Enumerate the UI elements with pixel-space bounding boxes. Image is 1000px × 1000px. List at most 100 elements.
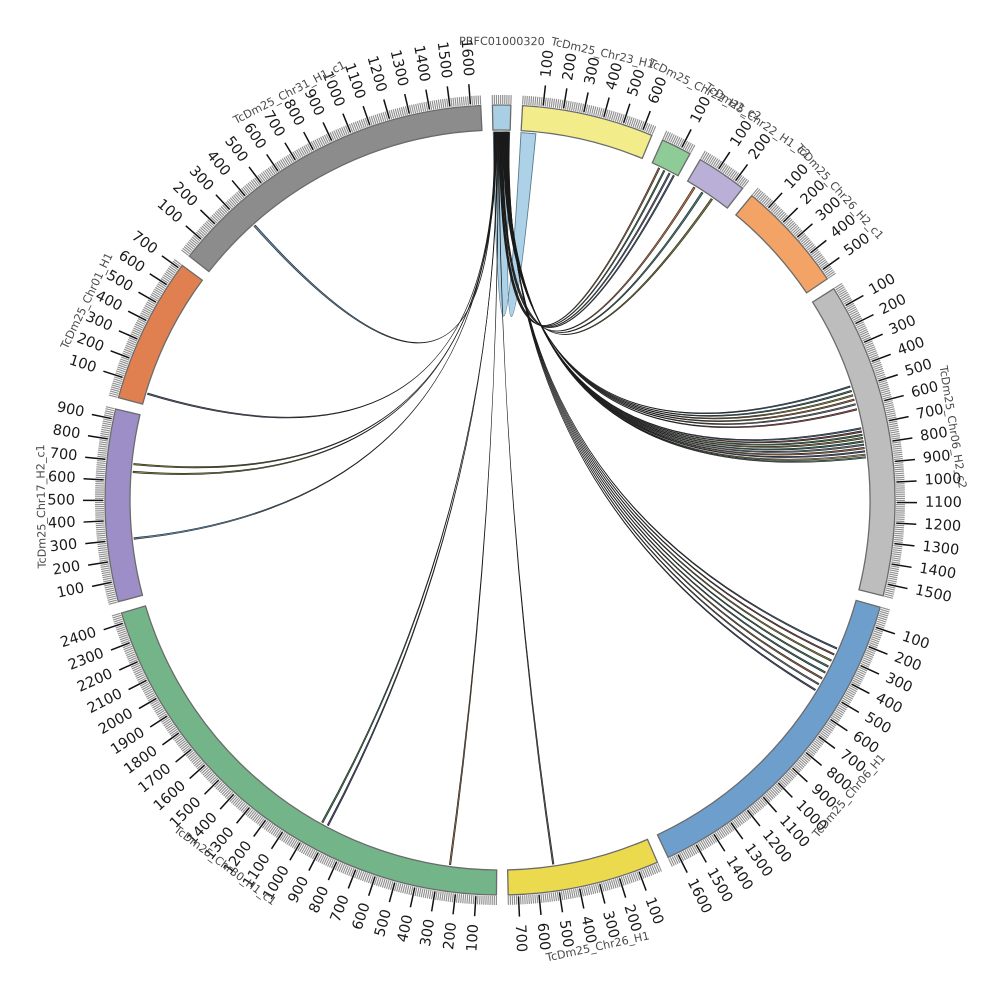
tick-label: 700 [915,402,945,423]
minor-tick [398,883,402,893]
minor-tick [106,595,116,599]
tick-label: 300 [599,909,621,940]
tick-label: 100 [900,629,931,653]
tick-label: 300 [418,918,438,948]
minor-tick [790,225,799,233]
link-ribbon [499,131,666,327]
minor-tick [376,113,381,123]
tick-label: 100 [866,271,898,299]
minor-tick [858,328,868,334]
minor-tick [558,99,562,109]
minor-tick [577,102,580,112]
minor-tick [115,372,125,377]
minor-tick [675,854,681,864]
minor-tick [772,786,780,794]
minor-tick [794,229,803,237]
minor-tick [823,727,832,734]
minor-tick [97,451,107,454]
minor-tick [153,704,162,711]
minor-tick [788,770,797,778]
minor-tick [422,888,426,898]
minor-tick [231,196,239,204]
minor-tick [812,250,820,258]
tick-label: 100 [641,895,666,927]
minor-tick [885,589,895,593]
minor-tick [101,569,111,573]
minor-tick [544,893,547,903]
minor-tick [867,348,876,353]
minor-tick [731,820,738,829]
minor-tick [127,655,137,660]
major-tick [603,97,610,118]
minor-tick [114,620,124,625]
minor-tick [152,290,162,297]
minor-tick [286,836,293,845]
minor-tick [115,624,125,629]
minor-tick [891,561,901,564]
minor-tick [97,542,107,546]
minor-tick [810,249,819,256]
minor-tick [325,133,331,143]
minor-tick [105,587,115,591]
minor-tick [433,100,437,110]
minor-tick [214,780,222,788]
minor-tick [387,880,392,890]
minor-tick [856,670,866,676]
minor-tick [877,618,887,623]
minor-tick [552,892,556,902]
link-ribbon [507,131,829,668]
minor-tick [429,100,433,111]
minor-tick [585,886,589,896]
minor-tick [259,173,266,182]
minor-tick [155,708,164,714]
minor-tick [878,379,888,384]
minor-tick [710,157,717,166]
minor-tick [835,284,844,291]
minor-tick [597,883,601,893]
minor-tick [215,781,223,790]
link-ribbon [500,131,671,328]
minor-tick [765,793,773,801]
minor-tick [576,888,580,898]
minor-tick [113,378,123,383]
segment-PRFC01000320: PRFC01000320 [459,35,545,131]
minor-tick [379,878,384,888]
minor-tick [124,647,134,653]
minor-tick [102,420,112,424]
minor-tick [894,532,904,535]
minor-tick [894,470,905,473]
minor-tick [640,869,645,879]
minor-tick [119,636,129,641]
minor-tick [122,352,132,357]
minor-tick [814,740,822,747]
major-tick [347,869,357,889]
minor-tick [98,449,108,452]
link-ribbon [147,131,496,419]
minor-tick [229,794,237,803]
minor-tick [127,340,136,346]
minor-tick [550,892,553,902]
segment-arc [104,408,144,603]
minor-tick [348,123,354,133]
minor-tick [390,109,395,119]
minor-tick [702,151,708,161]
minor-tick [202,223,211,231]
minor-tick [827,722,836,729]
minor-tick [556,891,560,901]
minor-tick [783,776,791,784]
minor-tick [894,530,904,533]
minor-tick [306,847,312,857]
minor-tick [803,753,812,760]
minor-tick [258,817,265,826]
tick-label: 900 [922,448,951,467]
minor-tick [599,107,603,117]
minor-tick [98,443,108,446]
minor-tick [337,128,342,138]
tick-label: 1300 [387,48,411,88]
minor-tick [892,553,902,556]
minor-tick [874,628,884,633]
major-tick [362,105,371,126]
minor-tick [119,360,129,365]
minor-tick [888,422,898,426]
minor-tick [873,630,883,635]
